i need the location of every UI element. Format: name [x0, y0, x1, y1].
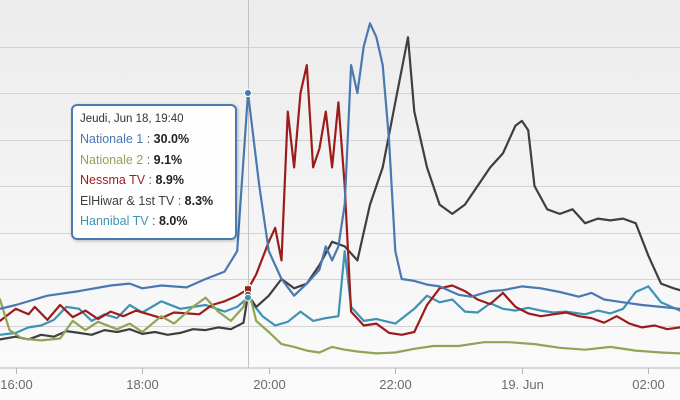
series-line-nationale-2 [0, 286, 680, 355]
marker-nationale-1 [243, 89, 252, 97]
tooltip-series-name: Nessma TV [80, 173, 146, 187]
x-tick-label: 02:00 [632, 377, 665, 392]
tooltip-row: Nationale 2 : 9.1% [80, 150, 229, 171]
tooltip-series-value: 8.0% [158, 214, 188, 228]
tooltip-separator: : [148, 214, 159, 228]
tooltip-header: Jeudi, Jun 18, 19:40 [80, 113, 184, 125]
tooltip-series-value: 9.1% [153, 152, 183, 167]
tooltip-separator: : [143, 132, 154, 146]
tooltip-rows: Nationale 1 : 30.0% Nationale 2 : 9.1% Nes… [80, 129, 229, 232]
hover-markers [243, 89, 252, 302]
tooltip-series-name: Hannibal TV [80, 214, 149, 228]
tooltip-series-name: Nationale 1 [80, 132, 144, 146]
series-line-nessma-tv [0, 63, 680, 336]
tooltip-separator: : [174, 193, 185, 208]
tooltip-separator: : [145, 173, 156, 187]
series-layer [0, 22, 680, 355]
tooltip-series-value: 8.3% [184, 193, 214, 208]
marker-hannibal-tv [243, 293, 252, 302]
tooltip-series-name: ElHiwar & 1st TV [80, 193, 175, 208]
tooltip-row: Nessma TV : 8.9% [80, 170, 229, 191]
tooltip-row: Hannibal TV : 8.0% [80, 211, 229, 232]
tooltip-series-value: 8.9% [155, 173, 185, 187]
series-line-hannibal-tv [0, 250, 680, 336]
tooltip-series-value: 30.0% [153, 132, 190, 146]
tooltip: Jeudi, Jun 18, 19:40 Nationale 1 : 30.0%… [71, 104, 237, 240]
series-line-nationale-1 [0, 22, 680, 310]
x-tick-label: 16:00 [0, 377, 33, 392]
tooltip-series-name: Nationale 2 [80, 152, 144, 167]
x-tick-label: 20:00 [253, 377, 286, 392]
x-axis: 16:00 18:00 20:00 22:00 19. Jun 02:00 [0, 368, 665, 392]
x-tick-label: 18:00 [126, 377, 159, 392]
tooltip-row: ElHiwar & 1st TV : 8.3% [80, 191, 229, 212]
series-line-elhiwar-1st-tv [0, 36, 680, 341]
x-tick-label: 22:00 [379, 377, 412, 392]
tooltip-separator: : [143, 152, 154, 167]
tooltip-row: Nationale 1 : 30.0% [80, 129, 229, 150]
x-tick-label: 19. Jun [501, 377, 544, 392]
